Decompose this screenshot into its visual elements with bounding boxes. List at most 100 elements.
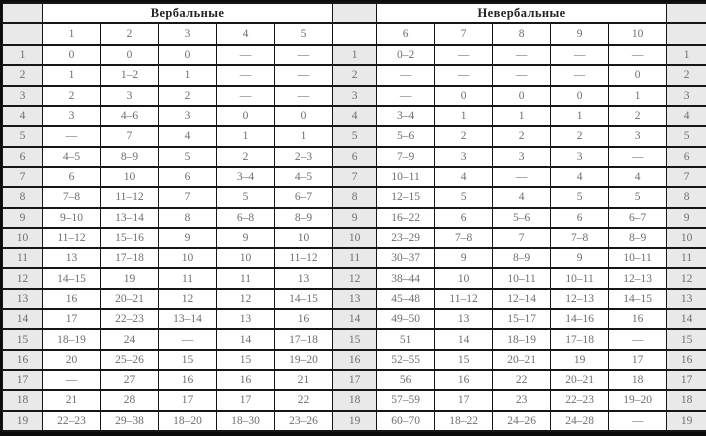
nonverbal-cell-6: 56 [376, 368, 436, 392]
table-row: 15 18–19 24 — 14 17–18 15 51 14 18–19 17… [2, 328, 706, 351]
row-label-middle: 19 [332, 409, 378, 433]
row-label-left: 4 [2, 104, 43, 128]
table-row: 12 14–15 19 11 11 13 12 38–44 10 10–11 1… [2, 267, 706, 290]
row-label-middle: 17 [332, 368, 378, 392]
nonverbal-cell-10: 14–15 [608, 287, 668, 311]
verbal-cell-4: 18–30 [216, 409, 275, 433]
nonverbal-cell-6: 16–22 [376, 206, 436, 229]
verbal-cell-3: 12 [158, 287, 217, 311]
row-label-right: 1 [666, 43, 706, 67]
nonverbal-cell-10: 0 [608, 64, 668, 87]
nonverbal-cell-7: 1 [434, 104, 494, 128]
nonverbal-cell-10: — [608, 43, 668, 67]
table-row: 2 1 1–2 1 — — 2 — — — — 0 2 [2, 64, 706, 87]
verbal-cell-1: 21 [42, 389, 101, 412]
row-label-right: 13 [666, 287, 706, 311]
verbal-cell-2: 15–16 [100, 226, 159, 250]
column-header-4: 4 [216, 22, 275, 46]
row-label-right: 12 [666, 267, 706, 290]
row-label-middle: 11 [332, 247, 378, 270]
verbal-cell-5: 2–3 [273, 145, 334, 168]
nonverbal-cell-6: 52–55 [376, 348, 436, 372]
column-header-3: 3 [158, 22, 217, 46]
nonverbal-cell-6: 10–11 [376, 165, 436, 189]
nonverbal-cell-9: 10–11 [550, 267, 610, 290]
verbal-cell-3: 15 [158, 348, 217, 372]
nonverbal-cell-7: — [434, 64, 494, 87]
verbal-cell-3: 0 [158, 43, 217, 67]
nonverbal-cell-10: 17 [608, 348, 668, 372]
verbal-cell-3: 7 [158, 186, 217, 209]
nonverbal-cell-10: 18 [608, 368, 668, 392]
nonverbal-cell-9: 9 [550, 247, 610, 270]
verbal-cell-5: 6–7 [273, 186, 334, 209]
verbal-cell-4: 9 [216, 226, 275, 250]
verbal-cell-3: 8 [158, 206, 217, 229]
nonverbal-cell-9: 19 [550, 348, 610, 372]
nonverbal-cell-7: 0 [434, 84, 494, 107]
verbal-cell-2: 22–23 [100, 308, 159, 331]
row-label-right: 5 [666, 125, 706, 148]
verbal-cell-3: 3 [158, 104, 217, 128]
nonverbal-cell-8: 20–21 [492, 348, 552, 372]
table-row: 19 22–23 29–38 18–20 18–30 23–26 19 60–7… [2, 409, 706, 433]
table-row: 16 20 25–26 15 15 19–20 16 52–55 15 20–2… [2, 348, 706, 372]
column-number-row: 1 2 3 4 5 6 7 8 9 10 [2, 22, 706, 46]
row-label-right: 11 [666, 247, 706, 270]
nonverbal-cell-7: 14 [434, 328, 494, 351]
row-label-left: 7 [2, 165, 43, 189]
nonverbal-cell-9: 4 [550, 165, 610, 189]
row-label-left: 16 [2, 348, 43, 372]
row-label-right: 16 [666, 348, 706, 372]
verbal-cell-5: 4–5 [273, 165, 334, 189]
verbal-cell-2: 1–2 [100, 64, 159, 87]
verbal-cell-1: 7–8 [42, 186, 101, 209]
column-header-2: 2 [100, 22, 159, 46]
nonverbal-cell-8: — [492, 43, 552, 67]
nonverbal-cell-10: 5 [608, 186, 668, 209]
row-label-right: 9 [666, 206, 706, 229]
nonverbal-cell-7: — [434, 43, 494, 67]
row-label-right: 3 [666, 84, 706, 107]
nonverbal-cell-9: 7–8 [550, 226, 610, 250]
verbal-cell-4: 6–8 [216, 206, 275, 229]
row-label-left: 10 [2, 226, 43, 250]
nonverbal-cell-8: 10–11 [492, 267, 552, 290]
nonverbal-cell-8: 23 [492, 389, 552, 412]
row-label-middle: 4 [332, 104, 378, 128]
nonverbal-cell-8: 3 [492, 145, 552, 168]
verbal-cell-1: 9–10 [42, 206, 101, 229]
corner-cell-right-2 [666, 22, 706, 46]
verbal-cell-5: — [273, 64, 334, 87]
row-label-middle: 18 [332, 389, 378, 412]
nonverbal-cell-6: 38–44 [376, 267, 436, 290]
row-label-left: 9 [2, 206, 43, 229]
row-label-middle: 7 [332, 165, 378, 189]
verbal-cell-1: 6 [42, 165, 101, 189]
column-header-10: 10 [608, 22, 668, 46]
verbal-cell-3: 11 [158, 267, 217, 290]
nonverbal-cell-6: 0–2 [376, 43, 436, 67]
verbal-cell-4: 16 [216, 368, 275, 392]
nonverbal-cell-10: 3 [608, 125, 668, 148]
table-row: 5 — 7 4 1 1 5 5–6 2 2 2 3 5 [2, 125, 706, 148]
nonverbal-cell-9: — [550, 43, 610, 67]
verbal-cell-3: 10 [158, 247, 217, 270]
row-label-middle: 15 [332, 328, 378, 351]
table-row: 8 7–8 11–12 7 5 6–7 8 12–15 5 4 5 5 8 [2, 186, 706, 209]
nonverbal-cell-10: 2 [608, 104, 668, 128]
nonverbal-cell-9: 17–18 [550, 328, 610, 351]
verbal-cell-5: 11–12 [273, 247, 334, 270]
verbal-cell-3: 13–14 [158, 308, 217, 331]
nonverbal-cell-9: 1 [550, 104, 610, 128]
verbal-cell-5: 17–18 [273, 328, 334, 351]
corner-cell-left-2 [2, 22, 43, 46]
verbal-cell-5: 14–15 [273, 287, 334, 311]
nonverbal-cell-10: 8–9 [608, 226, 668, 250]
verbal-cell-2: 27 [100, 368, 159, 392]
row-label-left: 2 [2, 64, 43, 87]
verbal-cell-4: 0 [216, 104, 275, 128]
row-label-right: 19 [666, 409, 706, 433]
nonverbal-cell-6: 45–48 [376, 287, 436, 311]
